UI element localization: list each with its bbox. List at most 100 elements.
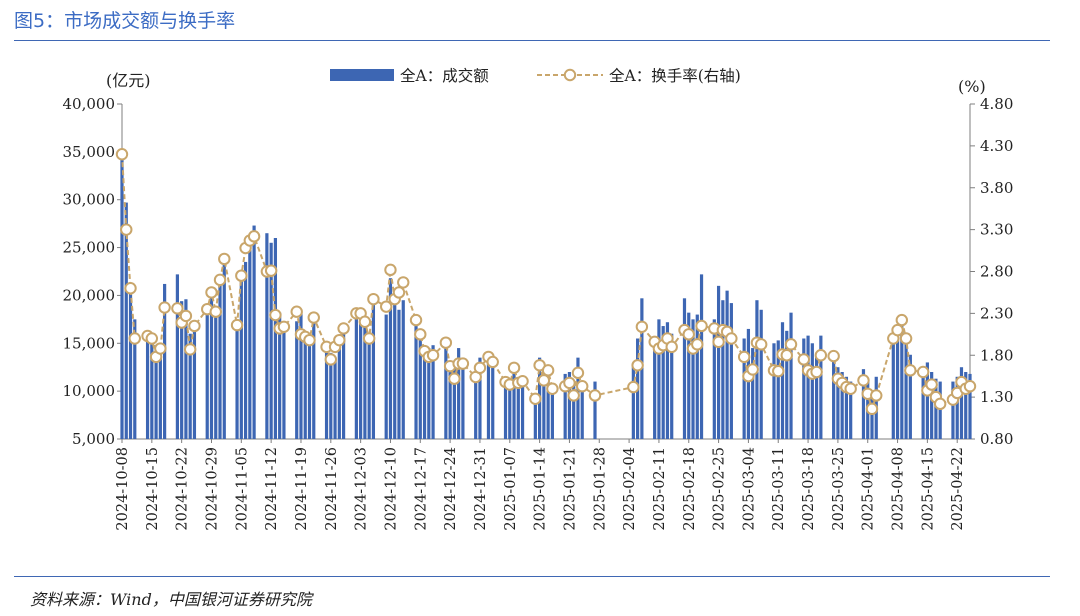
- bar: [457, 348, 461, 439]
- bar: [789, 312, 793, 439]
- turnover-point: [128, 332, 141, 345]
- x-tick-label: 2024-11-12: [264, 447, 280, 531]
- turnover-point: [171, 302, 184, 315]
- bar: [384, 314, 388, 439]
- bar: [687, 312, 691, 439]
- turnover-point: [290, 305, 303, 318]
- y2-tick-label: 1.30: [980, 388, 1013, 406]
- bar: [243, 261, 248, 439]
- turnover-point: [145, 332, 159, 345]
- turnover-point: [563, 376, 576, 390]
- y-tick-label: 10,000: [63, 382, 116, 400]
- x-tick-label: 2024-10-22: [175, 447, 191, 531]
- bar: [307, 333, 312, 439]
- bar: [806, 335, 810, 439]
- turnover-point: [746, 363, 759, 376]
- bar: [329, 352, 333, 439]
- bar: [486, 352, 491, 439]
- x-tick-label: 2024-11-19: [294, 447, 310, 531]
- turnover-point: [571, 366, 585, 380]
- turnover-point: [925, 378, 938, 391]
- bar: [670, 333, 674, 439]
- bar: [414, 319, 418, 439]
- bar: [520, 381, 525, 439]
- turnover-point: [448, 372, 461, 385]
- bar: [934, 378, 938, 439]
- bar: [810, 343, 814, 439]
- turnover-point: [814, 349, 828, 362]
- bar: [273, 238, 278, 439]
- bar: [921, 367, 925, 439]
- x-tick-label: 2025-02-25: [712, 447, 728, 531]
- bar: [188, 333, 192, 439]
- bar: [567, 372, 572, 439]
- turnover-point: [337, 322, 350, 335]
- bar: [742, 338, 746, 439]
- bar: [938, 381, 942, 439]
- turnover-point: [529, 392, 542, 405]
- bar: [214, 305, 218, 439]
- bar: [124, 202, 128, 439]
- x-tick-label: 2024-12-17: [413, 447, 429, 531]
- turnover-point: [895, 313, 909, 327]
- bar: [968, 373, 972, 439]
- bar: [563, 373, 567, 439]
- turnover-point: [235, 269, 248, 282]
- turnover-point: [392, 286, 406, 299]
- bar: [699, 274, 704, 439]
- bar: [491, 357, 495, 439]
- bar: [746, 328, 751, 439]
- turnover-point: [264, 264, 278, 277]
- bar: [422, 349, 427, 439]
- turnover-point: [362, 332, 376, 345]
- turnover-point: [870, 389, 883, 402]
- turnover-point: [247, 230, 261, 243]
- turnover-point: [439, 336, 453, 349]
- bar: [393, 295, 397, 439]
- y2-axis-label: (%): [958, 77, 986, 96]
- x-tick-label: 2025-03-11: [771, 447, 787, 531]
- bar: [248, 247, 252, 439]
- turnover-point: [588, 389, 602, 402]
- bar: [418, 338, 422, 439]
- turnover-point: [780, 349, 793, 362]
- x-tick-label: 2024-11-26: [324, 447, 340, 531]
- bar: [844, 376, 849, 439]
- bar: [908, 354, 912, 439]
- y2-tick-label: 4.30: [980, 137, 1013, 155]
- x-tick-label: 2024-12-10: [383, 447, 399, 531]
- bar: [444, 338, 448, 439]
- turnover-point: [426, 349, 440, 362]
- turnover-point: [725, 332, 738, 345]
- x-tick-label: 2025-01-28: [592, 447, 608, 531]
- y2-tick-label: 3.30: [980, 221, 1013, 239]
- x-tick-label: 2024-12-03: [354, 447, 370, 531]
- turnover-point: [963, 380, 977, 393]
- bar: [474, 372, 478, 439]
- bar: [729, 303, 733, 439]
- bar: [533, 393, 537, 439]
- turnover-point: [891, 323, 904, 337]
- bar: [895, 335, 900, 439]
- x-tick-label: 2024-10-29: [204, 447, 220, 531]
- bar: [682, 298, 687, 439]
- legend-line-marker: [563, 68, 577, 82]
- bar: [448, 367, 452, 439]
- bar: [542, 381, 546, 439]
- bar: [751, 348, 755, 439]
- turnover-point: [916, 365, 930, 379]
- legend-line-label: 全A：换手率(右轴): [609, 67, 741, 85]
- x-tick-label: 2025-04-22: [950, 447, 966, 531]
- x-tick-label: 2024-10-08: [115, 447, 131, 531]
- bar: [363, 314, 367, 439]
- bar: [665, 322, 670, 439]
- turnover-point: [230, 318, 244, 332]
- turnover-point: [541, 364, 555, 377]
- bar: [252, 225, 256, 439]
- bar: [180, 301, 184, 439]
- bar: [691, 319, 695, 439]
- x-tick-label: 2025-02-11: [652, 447, 668, 531]
- y-tick-label: 25,000: [63, 239, 116, 257]
- turnover-point: [695, 319, 708, 333]
- bar: [431, 345, 435, 439]
